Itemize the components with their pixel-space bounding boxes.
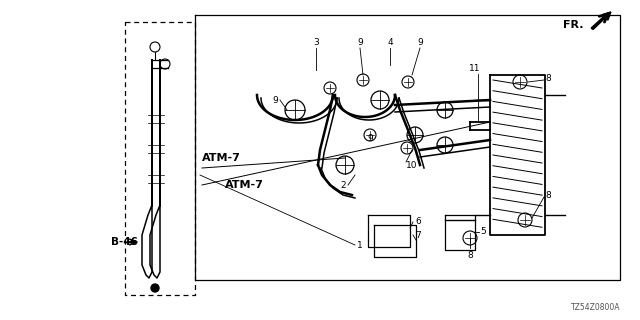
Text: TZ54Z0800A: TZ54Z0800A bbox=[570, 303, 620, 313]
Text: 3: 3 bbox=[313, 37, 319, 46]
Text: 8: 8 bbox=[545, 74, 551, 83]
Text: 9: 9 bbox=[417, 37, 423, 46]
Text: 9: 9 bbox=[272, 95, 278, 105]
Text: ATM-7: ATM-7 bbox=[202, 153, 241, 163]
Text: 6: 6 bbox=[415, 218, 420, 227]
Text: 8: 8 bbox=[545, 190, 551, 199]
Text: 7: 7 bbox=[415, 230, 420, 239]
Text: 10: 10 bbox=[406, 161, 417, 170]
Text: 4: 4 bbox=[387, 37, 393, 46]
Text: 5: 5 bbox=[480, 228, 486, 236]
Text: 9: 9 bbox=[367, 133, 373, 142]
Circle shape bbox=[151, 284, 159, 292]
Text: 8: 8 bbox=[467, 251, 473, 260]
Text: B-46: B-46 bbox=[111, 237, 138, 247]
Text: 2: 2 bbox=[340, 180, 346, 189]
Text: FR.: FR. bbox=[563, 20, 584, 30]
Text: 1: 1 bbox=[357, 241, 363, 250]
Text: 9: 9 bbox=[357, 37, 363, 46]
Text: 11: 11 bbox=[469, 63, 481, 73]
Text: ATM-7: ATM-7 bbox=[225, 180, 264, 190]
